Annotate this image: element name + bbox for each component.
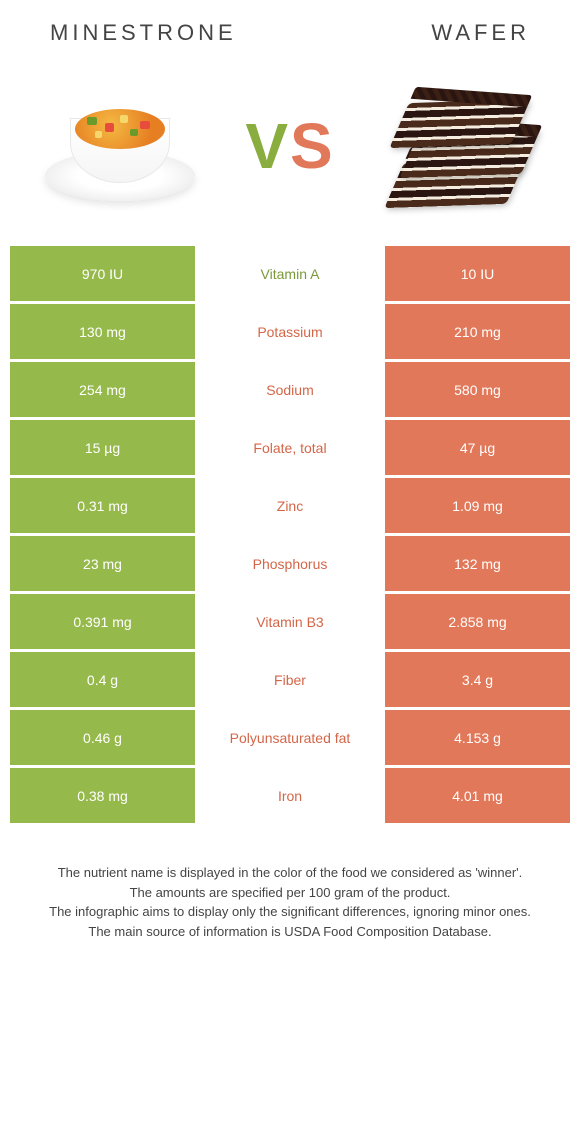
right-value: 4.01 mg: [385, 768, 570, 823]
nutrient-name: Zinc: [195, 478, 385, 533]
footnote-line: The amounts are specified per 100 gram o…: [30, 883, 550, 903]
nutrient-name: Polyunsaturated fat: [195, 710, 385, 765]
left-value: 0.38 mg: [10, 768, 195, 823]
nutrient-name: Potassium: [195, 304, 385, 359]
left-value: 0.46 g: [10, 710, 195, 765]
table-row: 0.38 mgIron4.01 mg: [10, 768, 570, 823]
left-value: 970 IU: [10, 246, 195, 301]
vs-s: S: [290, 110, 335, 182]
right-value: 10 IU: [385, 246, 570, 301]
table-row: 0.391 mgVitamin B32.858 mg: [10, 594, 570, 649]
left-value: 0.31 mg: [10, 478, 195, 533]
left-value: 0.4 g: [10, 652, 195, 707]
table-row: 130 mgPotassium210 mg: [10, 304, 570, 359]
wafer-image: [380, 76, 540, 216]
minestrone-image: [40, 76, 200, 216]
footnote-line: The infographic aims to display only the…: [30, 902, 550, 922]
right-value: 132 mg: [385, 536, 570, 591]
nutrient-name: Iron: [195, 768, 385, 823]
table-row: 0.4 gFiber3.4 g: [10, 652, 570, 707]
vs-v: V: [245, 110, 290, 182]
footnote-line: The nutrient name is displayed in the co…: [30, 863, 550, 883]
right-value: 4.153 g: [385, 710, 570, 765]
table-row: 23 mgPhosphorus132 mg: [10, 536, 570, 591]
nutrient-table: 970 IUVitamin A10 IU130 mgPotassium210 m…: [10, 246, 570, 823]
nutrient-name: Folate, total: [195, 420, 385, 475]
left-value: 130 mg: [10, 304, 195, 359]
title-row: Minestrone Wafer: [0, 20, 580, 46]
nutrient-name: Vitamin A: [195, 246, 385, 301]
left-value: 254 mg: [10, 362, 195, 417]
nutrient-name: Phosphorus: [195, 536, 385, 591]
vs-label: VS: [245, 109, 334, 183]
right-value: 210 mg: [385, 304, 570, 359]
table-row: 254 mgSodium580 mg: [10, 362, 570, 417]
right-value: 1.09 mg: [385, 478, 570, 533]
table-row: 0.46 gPolyunsaturated fat4.153 g: [10, 710, 570, 765]
nutrient-name: Fiber: [195, 652, 385, 707]
nutrient-name: Sodium: [195, 362, 385, 417]
left-value: 15 µg: [10, 420, 195, 475]
table-row: 0.31 mgZinc1.09 mg: [10, 478, 570, 533]
right-value: 3.4 g: [385, 652, 570, 707]
left-value: 0.391 mg: [10, 594, 195, 649]
images-row: VS: [0, 76, 580, 216]
nutrient-name: Vitamin B3: [195, 594, 385, 649]
footnote-line: The main source of information is USDA F…: [30, 922, 550, 942]
left-value: 23 mg: [10, 536, 195, 591]
right-value: 580 mg: [385, 362, 570, 417]
footnotes: The nutrient name is displayed in the co…: [30, 863, 550, 941]
right-value: 2.858 mg: [385, 594, 570, 649]
right-food-title: Wafer: [431, 20, 530, 46]
table-row: 970 IUVitamin A10 IU: [10, 246, 570, 301]
table-row: 15 µgFolate, total47 µg: [10, 420, 570, 475]
left-food-title: Minestrone: [50, 20, 237, 46]
right-value: 47 µg: [385, 420, 570, 475]
